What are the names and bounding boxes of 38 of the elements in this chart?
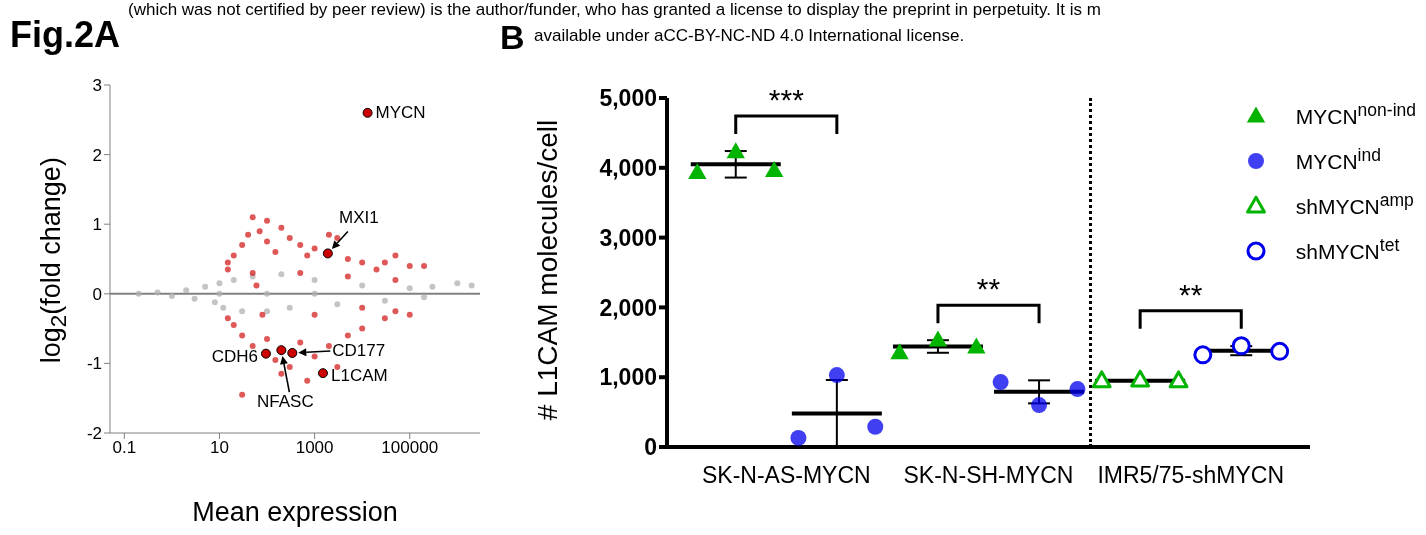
annotation: ** <box>1179 277 1203 311</box>
y-tick-label: 3 <box>92 76 102 96</box>
x-tick-label: SK-N-AS-MYCN <box>701 462 871 489</box>
y-tick-label: 1,000 <box>599 364 657 391</box>
annotation: L1CAM <box>330 366 388 386</box>
annotation: CD177 <box>332 340 386 360</box>
legend-label: MYCN$^{ind}$ <box>1295 145 1381 174</box>
legend-label: shMYCN$^{amp}$ <box>1295 190 1414 219</box>
x-tick-label: 100000 <box>381 438 439 458</box>
y-tick-label: 5,000 <box>599 85 657 112</box>
annotation: CDH6 <box>211 346 258 366</box>
y-tick-label: 4,000 <box>599 154 657 181</box>
chart-title: B <box>500 18 525 57</box>
y-axis-title: # L1CAM molecules/cell <box>532 119 563 421</box>
y-tick-label: -1 <box>86 354 102 374</box>
x-tick-label: SK-N-SH-MYCN <box>903 462 1074 489</box>
annotation: *** <box>768 83 805 117</box>
y-tick-label: 0 <box>92 284 102 304</box>
text: available under aCC-BY-NC-ND 4.0 International license. <box>534 26 965 46</box>
annotation: MXI1 <box>339 208 379 228</box>
chart-title: Fig.2A <box>10 14 121 56</box>
y-tick-label: 0 <box>644 434 657 461</box>
x-tick-label: IMR5/75-shMYCN <box>1097 462 1285 489</box>
annotation: MYCN <box>375 102 426 122</box>
y-tick-label: 2,000 <box>599 294 657 321</box>
y-tick-label: 1 <box>92 215 102 235</box>
x-tick-label: 0.1 <box>112 438 137 458</box>
y-tick-label: -2 <box>86 424 102 444</box>
x-tick-label: 1000 <box>295 438 334 458</box>
text: (which was not certified by peer review) is the author/funder, who has granted a license to display the preprint in perpetuity. It is m <box>128 0 1101 20</box>
legend-label: MYCN$^{non-ind}$ <box>1295 100 1416 129</box>
y-tick-label: 2 <box>92 145 102 165</box>
annotation: ** <box>976 272 1001 306</box>
annotation: NFASC <box>257 392 314 412</box>
y-tick-label: 3,000 <box>599 224 657 251</box>
legend-label: shMYCN$^{tet}$ <box>1295 235 1400 264</box>
x-axis-title: Mean expression <box>191 497 399 528</box>
x-tick-label: 10 <box>210 438 229 458</box>
